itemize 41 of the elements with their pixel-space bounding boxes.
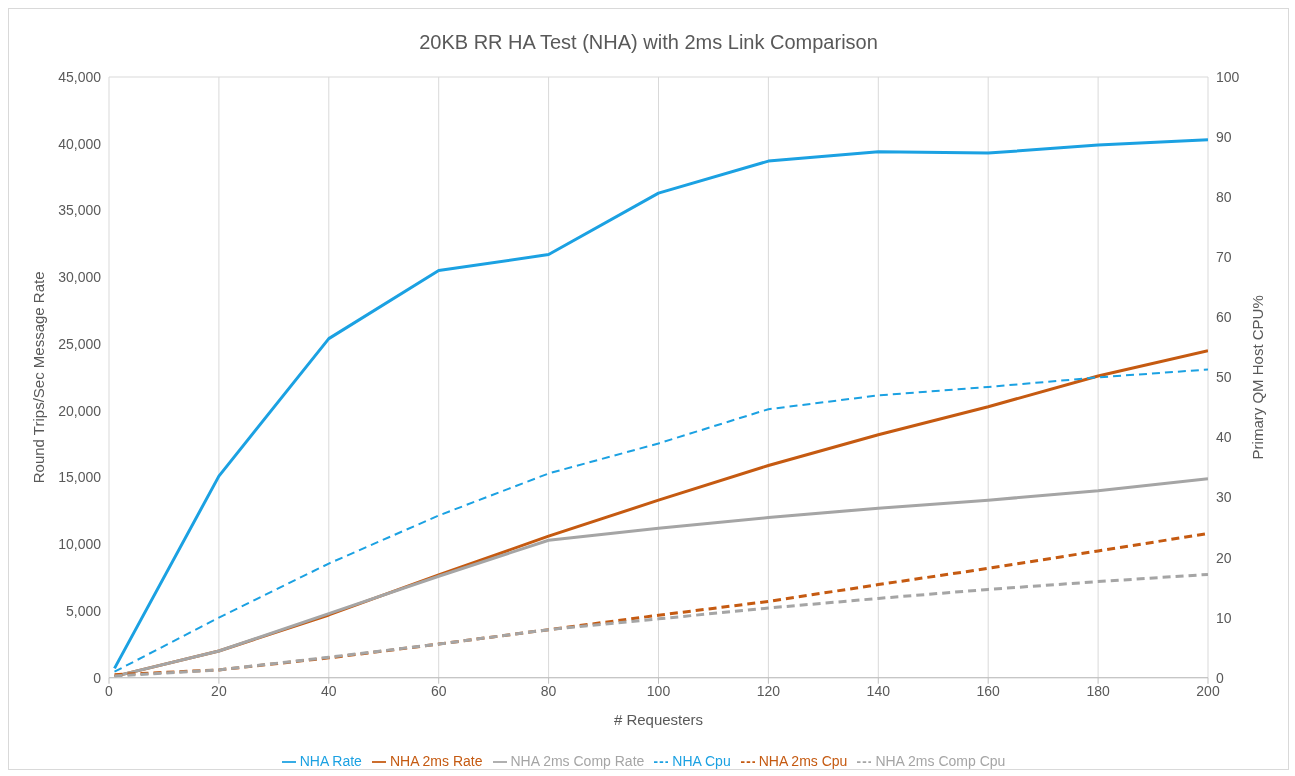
- x-tick-label: 160: [976, 682, 1001, 699]
- chart-title: 20KB RR HA Test (NHA) with 2ms Link Comparison: [418, 30, 879, 55]
- line-series: [113, 138, 1208, 670]
- x-tick-label: 140: [866, 682, 891, 699]
- y2-tick-label: 40: [1216, 429, 1232, 446]
- legend-label: NHA 2ms Rate: [389, 752, 483, 769]
- y-tick-label: 30,000: [58, 269, 102, 286]
- y-tick-label: 10,000: [58, 536, 102, 553]
- x-tick-label: 120: [756, 682, 781, 699]
- legend-label: NHA Rate: [299, 752, 362, 769]
- y2-axis-title: Primary QM Host CPU%: [1249, 295, 1267, 460]
- x-tick-label: 40: [321, 682, 337, 699]
- legend-label: NHA 2ms Comp Rate: [510, 752, 645, 769]
- x-tick-label: 0: [105, 682, 114, 699]
- y2-tick-label: 100: [1216, 68, 1240, 85]
- y-tick-label: 40,000: [58, 135, 102, 152]
- y-tick-label: 15,000: [58, 469, 102, 486]
- y2-tick-label: 70: [1216, 249, 1232, 266]
- legend-label: NHA 2ms Comp Cpu: [875, 752, 1006, 769]
- x-tick-label: 180: [1086, 682, 1110, 699]
- y-axis-title: Round Trips/Sec Message Rate: [30, 271, 48, 484]
- y2-tick-label: 20: [1216, 549, 1232, 566]
- y2-tick-label: 30: [1216, 489, 1232, 506]
- y-tick-label: 0: [93, 669, 102, 686]
- x-tick-label: 100: [646, 682, 671, 699]
- y-tick-label: 25,000: [58, 335, 102, 352]
- x-tick-label: 60: [430, 682, 447, 699]
- x-tick-label: 20: [211, 682, 227, 699]
- legend-label: NHA Cpu: [672, 752, 731, 769]
- y2-tick-label: 60: [1216, 309, 1232, 326]
- y-tick-label: 5,000: [65, 602, 102, 619]
- y-tick-label: 20,000: [58, 402, 102, 419]
- y-tick-label: 45,000: [58, 68, 102, 85]
- y2-tick-label: 90: [1216, 129, 1232, 146]
- y2-tick-label: 50: [1216, 369, 1232, 386]
- y-tick-label: 35,000: [58, 202, 102, 219]
- legend-label: NHA 2ms Cpu: [758, 752, 848, 769]
- x-axis-title: # Requesters: [613, 710, 704, 728]
- y2-tick-label: 80: [1216, 189, 1232, 206]
- x-tick-label: 80: [540, 682, 557, 699]
- y2-tick-label: 10: [1216, 609, 1232, 626]
